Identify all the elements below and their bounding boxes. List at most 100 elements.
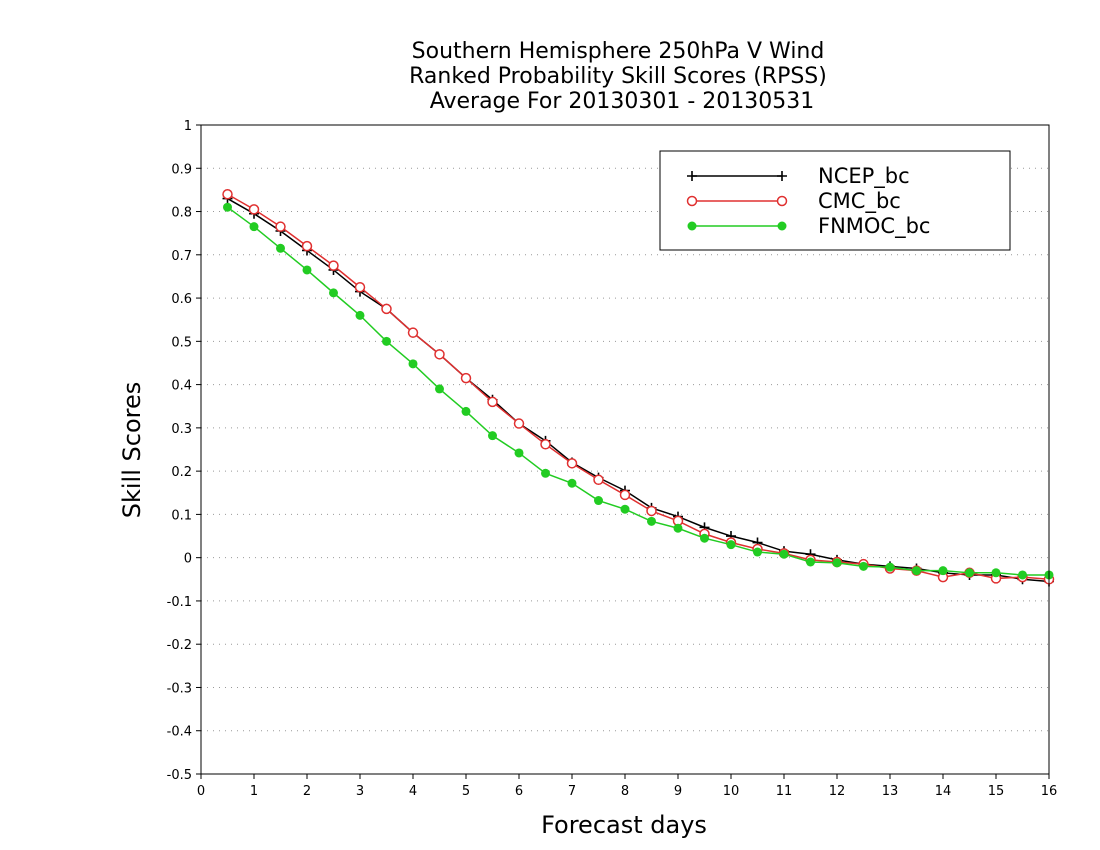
data-point (249, 222, 259, 232)
data-point (965, 568, 974, 578)
x-tick-label: 16 (1041, 784, 1058, 799)
data-point (460, 372, 472, 384)
title-line-3: Average For 20130301 - 20130531 (430, 89, 815, 114)
y-tick-label: -0.2 (167, 638, 192, 653)
data-point (407, 327, 419, 338)
x-tick-label: 15 (988, 784, 1005, 799)
legend-label: FNMOC_bc (818, 214, 930, 239)
data-point (673, 523, 683, 533)
y-tick-label: -0.4 (167, 725, 192, 740)
y-tick-label: 1 (184, 119, 192, 134)
chart-title: Southern Hemisphere 250hPa V Wind Ranked… (409, 39, 827, 114)
data-point (806, 557, 815, 567)
x-tick-label: 5 (462, 784, 470, 799)
data-point (513, 418, 525, 429)
y-tick-label: -0.3 (167, 681, 192, 696)
y-tick-label: -0.1 (167, 595, 192, 610)
x-tick-label: 1 (250, 784, 258, 799)
series-line (227, 197, 1050, 583)
x-tick-label: 10 (723, 784, 740, 799)
data-point (593, 474, 604, 486)
legend-marker (776, 195, 788, 207)
data-point (435, 384, 444, 394)
data-point (540, 439, 551, 450)
series-FNMOC_bc (223, 202, 1054, 580)
x-tick-label: 9 (674, 784, 682, 799)
data-point (912, 566, 921, 576)
legend-entry: NCEP_bc (687, 164, 910, 189)
x-tick-label: 2 (303, 784, 311, 799)
data-point (566, 458, 578, 469)
data-point (567, 478, 577, 488)
y-tick-label: 0.3 (171, 422, 192, 437)
data-point (302, 265, 312, 275)
data-point (938, 566, 948, 576)
data-point (991, 568, 1001, 578)
data-point (382, 336, 391, 346)
data-point (275, 221, 286, 232)
y-tick-label: 0.2 (171, 465, 192, 480)
y-tick-label: 0 (184, 552, 192, 567)
data-point (276, 243, 285, 253)
x-tick-label: 0 (197, 784, 205, 799)
series-line (227, 206, 1049, 576)
legend-marker (687, 171, 697, 181)
data-point (885, 562, 895, 572)
legend-marker (687, 221, 697, 231)
x-tick-label: 14 (935, 784, 952, 799)
data-point (541, 468, 550, 478)
data-point (619, 489, 631, 501)
x-tick-label: 13 (882, 784, 899, 799)
legend-marker (777, 221, 787, 231)
series-line (227, 193, 1050, 581)
x-axis-label: Forecast days (541, 811, 707, 839)
x-tick-label: 7 (568, 784, 576, 799)
data-point (1018, 570, 1027, 580)
legend-entry: CMC_bc (686, 189, 901, 214)
series-NCEP_bc (222, 193, 1054, 587)
data-point (488, 431, 497, 441)
y-tick-label: 0.6 (171, 292, 192, 307)
y-tick-label: 0.5 (171, 335, 192, 350)
y-tick-label: -0.5 (167, 768, 192, 783)
data-point (328, 260, 339, 271)
series-group (222, 188, 1055, 587)
y-axis-label: Skill Scores (118, 382, 146, 519)
x-tick-label: 6 (515, 784, 523, 799)
data-point (620, 504, 630, 514)
legend-label: CMC_bc (818, 189, 901, 214)
title-line-2: Ranked Probability Skill Scores (RPSS) (409, 64, 827, 89)
data-point (753, 547, 762, 557)
y-tick-label: 0.8 (171, 206, 192, 221)
y-tick-label: 0.1 (171, 508, 192, 523)
legend-entry: FNMOC_bc (687, 214, 930, 239)
data-point (859, 561, 868, 571)
data-point (726, 540, 736, 550)
x-tick-label: 12 (829, 784, 846, 799)
x-axis: 0 1 2 3 4 5 6 7 8 9 10 11 12 13 14 15 16 (197, 774, 1057, 799)
data-point (646, 505, 657, 517)
x-tick-label: 4 (409, 784, 417, 799)
data-point (408, 359, 418, 369)
y-tick-label: 0.9 (171, 162, 192, 177)
data-point (354, 282, 366, 293)
x-tick-label: 3 (356, 784, 364, 799)
legend-label: NCEP_bc (818, 164, 910, 189)
x-tick-label: 11 (776, 784, 793, 799)
data-point (461, 406, 471, 416)
legend-marker (777, 171, 787, 181)
legend-marker (686, 195, 698, 207)
x-tick-label: 8 (621, 784, 629, 799)
data-point (329, 288, 338, 298)
y-axis: 1 0.9 0.8 0.7 0.6 0.5 0.4 0.3 0.2 0.1 0 -0.1 -0.2 -0.… (167, 119, 201, 783)
data-point (222, 188, 233, 200)
title-line-1: Southern Hemisphere 250hPa V Wind (412, 39, 825, 64)
data-point (647, 516, 656, 526)
data-point (248, 204, 260, 215)
data-point (514, 448, 524, 458)
data-point (355, 310, 365, 320)
y-tick-label: 0.7 (171, 249, 192, 264)
grid (201, 167, 1049, 732)
